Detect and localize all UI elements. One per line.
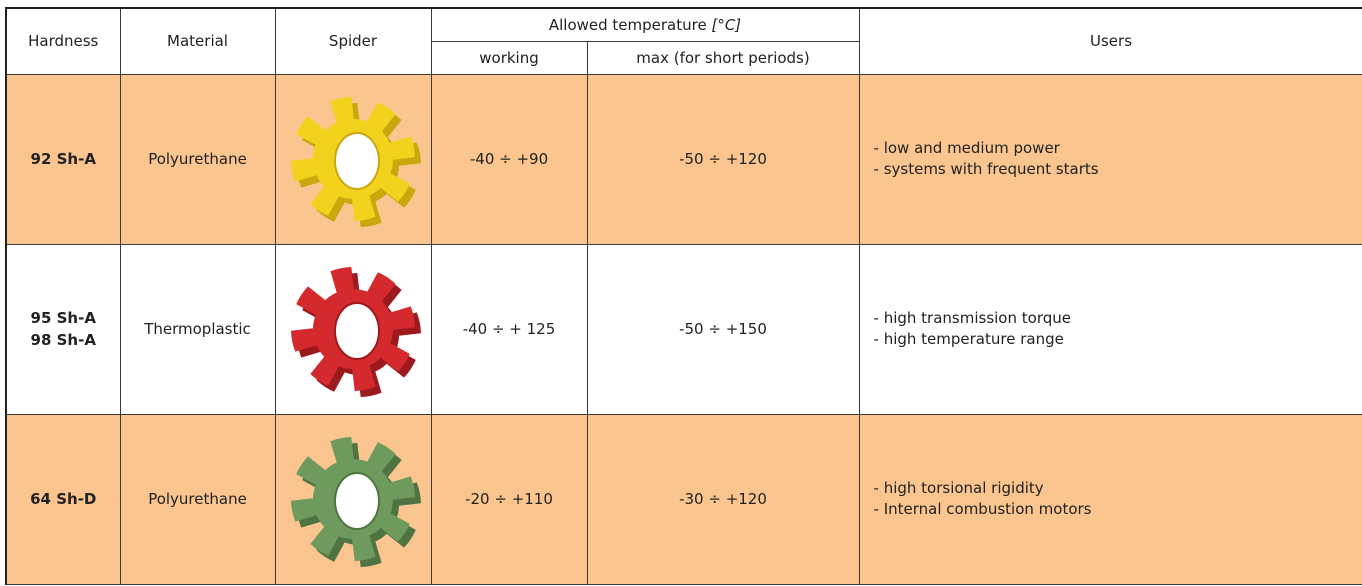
header-users: Users: [858, 7, 1362, 75]
spider-cell: [274, 243, 432, 415]
spider-bore-edge: [334, 132, 380, 191]
spider-bore: [335, 473, 379, 530]
working-temp-cell: -40 ÷ +90: [430, 73, 588, 245]
working-temp-cell: -40 ÷ + 125: [430, 243, 588, 415]
spider-bore: [335, 133, 379, 190]
spider-bore: [335, 303, 379, 360]
hardness-value: 98 Sh-A: [30, 331, 96, 350]
header-temperature-unit: [°C]: [711, 15, 742, 34]
table-row: 92 Sh-A Polyurethane -40 ÷ +90 -50 ÷ +12…: [5, 73, 1362, 245]
spider-green-icon: [291, 437, 421, 568]
hardness-value: 95 Sh-A: [30, 309, 96, 328]
header-spider: Spider: [274, 7, 432, 75]
hardness-value: 92 Sh-A: [30, 150, 96, 169]
working-temp-cell: -20 ÷ +110: [430, 413, 588, 586]
material-cell: Polyurethane: [119, 413, 276, 586]
users-line: - high transmission torque: [873, 309, 1071, 328]
spider-bore-edge: [334, 302, 380, 361]
header-max-short: max (for short periods): [586, 40, 860, 75]
max-temp-cell: -50 ÷ +120: [586, 73, 860, 245]
spider-bore-edge: [334, 472, 380, 531]
header-allowed-temperature: Allowed temperature [°C]: [430, 7, 860, 42]
material-cell: Thermoplastic: [119, 243, 276, 415]
spider-cell: [274, 73, 432, 245]
users-cell: - high torsional rigidity - Internal com…: [858, 413, 1362, 586]
spider-cell: [274, 413, 432, 586]
spider-yellow-icon: [291, 97, 421, 228]
users-cell: - high transmission torque - high temper…: [858, 243, 1362, 415]
users-line: - high torsional rigidity: [873, 479, 1044, 498]
table-row: 95 Sh-A 98 Sh-A Thermoplastic -40 ÷ + 12…: [5, 243, 1362, 415]
users-line: - systems with frequent starts: [873, 160, 1099, 179]
header-hardness: Hardness: [5, 7, 121, 75]
users-line: - Internal combustion motors: [873, 500, 1092, 519]
users-line: - low and medium power: [873, 139, 1060, 158]
hardness-cell: 95 Sh-A 98 Sh-A: [5, 243, 121, 415]
max-temp-cell: -30 ÷ +120: [586, 413, 860, 586]
users-line: - high temperature range: [873, 330, 1064, 349]
hardness-value: 64 Sh-D: [30, 490, 97, 509]
header-allowed-temperature-label: Allowed temperature: [548, 15, 707, 34]
spider-red-icon: [291, 267, 421, 398]
users-cell: - low and medium power - systems with fr…: [858, 73, 1362, 245]
hardness-cell: 92 Sh-A: [5, 73, 121, 245]
hardness-cell: 64 Sh-D: [5, 413, 121, 586]
header-material: Material: [119, 7, 276, 75]
max-temp-cell: -50 ÷ +150: [586, 243, 860, 415]
table-row: 64 Sh-D Polyurethane -20 ÷ +110 -30 ÷ +1…: [5, 413, 1362, 586]
header-working: working: [430, 40, 588, 75]
material-cell: Polyurethane: [119, 73, 276, 245]
spider-specs-table: Hardness Material Spider Allowed tempera…: [5, 7, 1362, 586]
